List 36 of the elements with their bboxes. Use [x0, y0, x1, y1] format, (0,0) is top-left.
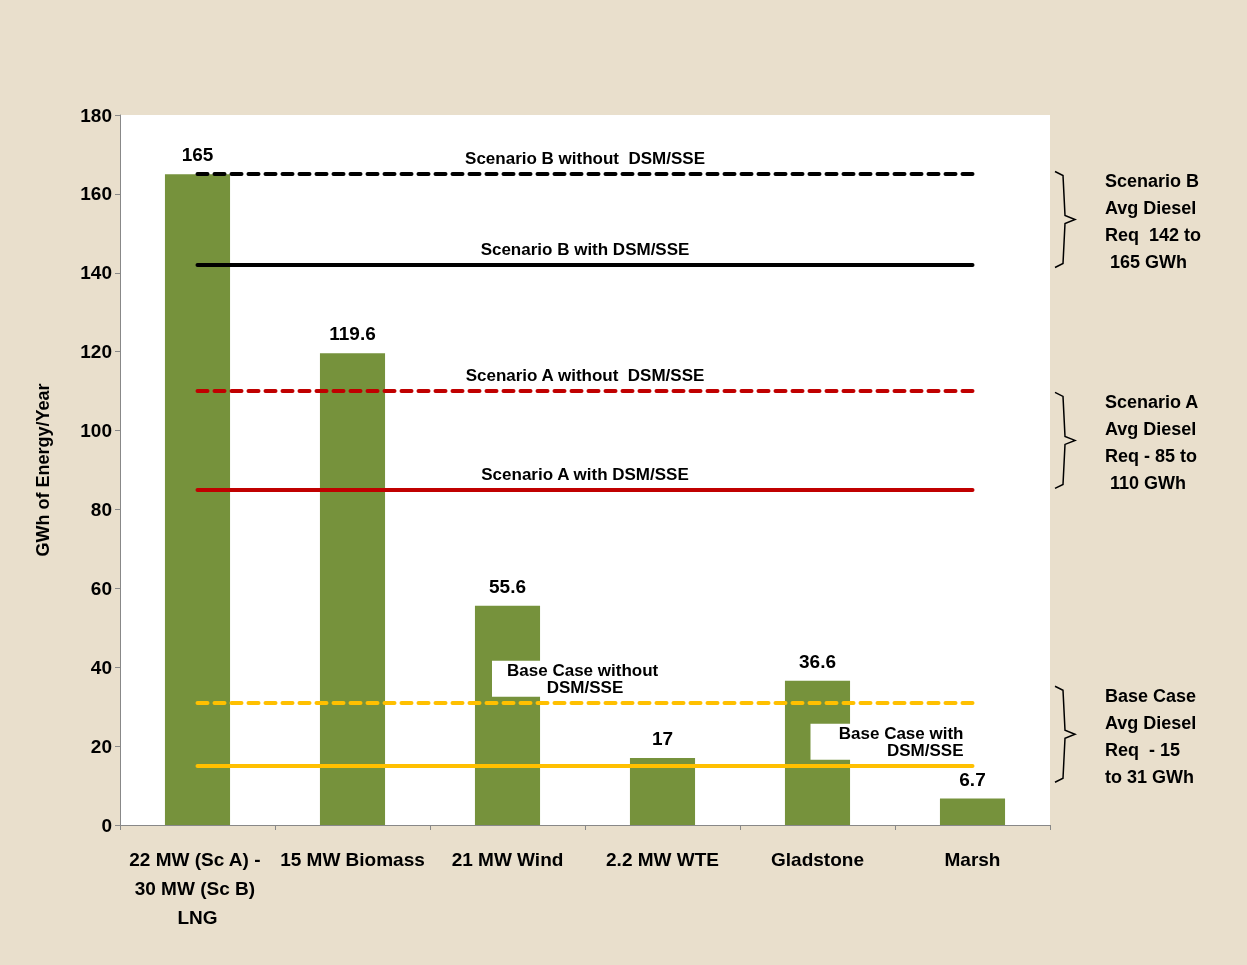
y-tick-label: 180 [80, 104, 112, 126]
ref-line-label: Base Case with DSM/SSE [838, 723, 964, 760]
y-tick-label: 120 [80, 341, 112, 363]
y-tick-label: 160 [80, 183, 112, 205]
x-tick-label: Gladstone [771, 849, 864, 870]
ref-line-label: Base Case without DSM/SSE [507, 660, 663, 697]
data-label: 6.7 [959, 768, 986, 790]
x-tick-label: 22 MW (Sc A) - 30 MW (Sc B) LNG [129, 849, 266, 928]
bar [939, 798, 1006, 825]
y-tick-label: 20 [90, 735, 112, 757]
ref-line-label: Scenario B with DSM/SSE [480, 239, 690, 259]
data-label: 55.6 [489, 575, 526, 597]
x-tick-label: Marsh [944, 849, 1001, 870]
x-tick-label: 21 MW Wind [451, 849, 564, 870]
y-tick-label: 40 [90, 656, 112, 678]
y-tick-label: 0 [101, 814, 112, 836]
ref-line-label: Scenario A with DSM/SSE [481, 464, 689, 484]
x-tick-label: 2.2 MW WTE [606, 849, 719, 870]
bar [164, 174, 231, 825]
data-label: 119.6 [329, 323, 376, 345]
data-label: 17 [651, 727, 674, 749]
ref-line-label: Scenario B without DSM/SSE [465, 149, 705, 169]
ref-line-label: Scenario A without DSM/SSE [465, 366, 705, 386]
text: Scenario B Avg Diesel Req 142 to 165 GWh [1105, 171, 1205, 273]
y-tick-label: 100 [80, 420, 112, 442]
y-tick-label: 60 [90, 577, 112, 599]
y-tick-label: 80 [90, 498, 112, 520]
bar [319, 353, 386, 825]
text: Scenario A Avg Diesel Req - 85 to 110 GWh [1105, 391, 1203, 493]
y-tick-label: 140 [80, 262, 112, 284]
text: Base Case Avg Diesel Req - 15 to 31 GWh [1105, 685, 1202, 787]
data-label: 36.6 [799, 650, 836, 672]
y-axis-title: GWh of Energy/Year [33, 383, 53, 557]
data-label: 165 [181, 144, 214, 166]
x-tick-label: 15 MW Biomass [280, 849, 425, 870]
bar [629, 757, 696, 825]
